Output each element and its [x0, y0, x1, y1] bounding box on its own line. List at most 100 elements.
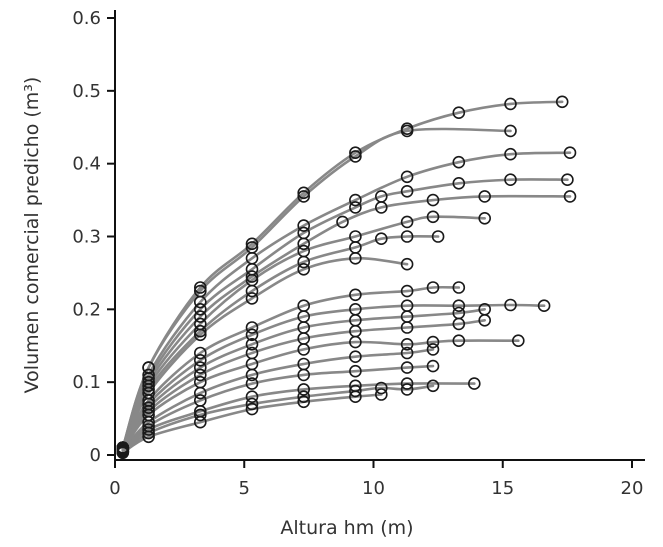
data-point: [452, 334, 466, 348]
series-line-9: [121, 285, 461, 451]
data-point: [400, 284, 414, 298]
data-point: [349, 288, 362, 302]
data-point: [349, 364, 362, 378]
data-point: [349, 193, 362, 207]
data-point: [400, 337, 414, 351]
data-point: [400, 185, 414, 198]
curves: [121, 100, 572, 455]
data-point: [297, 186, 311, 200]
axes: [114, 10, 645, 461]
data-point: [245, 337, 259, 351]
data-point: [194, 324, 207, 338]
data-point: [511, 334, 525, 348]
data-point: [245, 270, 259, 283]
data-point: [194, 415, 207, 429]
data-point: [452, 281, 466, 294]
data-point: [349, 251, 362, 265]
data-point: [400, 377, 414, 390]
data-point: [336, 215, 349, 229]
ticks: [107, 17, 633, 468]
markers: [116, 95, 577, 460]
data-point: [431, 230, 445, 243]
data-point: [194, 361, 207, 374]
series-line-2: [121, 127, 512, 449]
series-line-11: [121, 308, 486, 451]
data-point: [194, 408, 207, 422]
data-point: [349, 201, 362, 214]
series-line-3: [121, 151, 572, 449]
series-line-12: [121, 319, 486, 452]
x-tick-label: 15: [491, 478, 514, 499]
y-tick-label: 0.1: [72, 372, 101, 393]
x-axis-title: Altura hm (m): [280, 517, 413, 539]
x-tick-label: 20: [621, 478, 644, 499]
data-point: [245, 292, 259, 305]
data-point: [349, 150, 362, 163]
data-point: [142, 430, 155, 444]
data-point: [504, 298, 517, 312]
data-point: [400, 230, 414, 243]
data-point: [426, 379, 440, 393]
series-line-10: [121, 303, 546, 451]
y-axis-title: Volumen comercial predicho (m³): [21, 77, 43, 394]
series-line-1: [121, 100, 564, 449]
data-point: [194, 353, 207, 367]
data-point: [400, 257, 414, 271]
data-point: [452, 299, 466, 313]
data-point: [142, 423, 155, 436]
data-point: [478, 313, 492, 327]
data-point: [478, 190, 492, 203]
data-point: [452, 106, 466, 119]
data-point: [504, 147, 517, 161]
data-point: [297, 219, 311, 232]
data-point: [297, 395, 311, 409]
data-point: [478, 212, 492, 225]
y-tick-label: 0.4: [72, 154, 101, 175]
data-point: [426, 359, 440, 373]
data-point: [297, 368, 311, 382]
tick-labels: 0 5 10 15 20 0 0.1 0.2 0.3 0.4 0.5 0.6: [72, 8, 643, 499]
data-point: [142, 426, 155, 440]
data-point: [504, 97, 517, 111]
data-point: [426, 335, 440, 349]
data-point: [374, 201, 388, 214]
data-point: [297, 390, 311, 404]
data-point: [349, 335, 362, 349]
y-tick-label: 0.5: [72, 81, 101, 102]
x-tick-label: 0: [109, 478, 120, 499]
data-point: [297, 190, 311, 203]
x-tick-label: 5: [239, 478, 250, 499]
data-point: [426, 343, 440, 356]
series-line-13: [121, 339, 520, 452]
data-point: [504, 124, 517, 138]
data-point: [400, 215, 414, 229]
data-point: [400, 346, 414, 360]
data-point: [245, 402, 259, 416]
data-point: [245, 284, 259, 298]
data-point: [297, 343, 311, 356]
data-point: [245, 321, 259, 334]
data-point: [116, 446, 130, 460]
series-line-5: [121, 194, 572, 449]
y-tick-label: 0.3: [72, 227, 101, 248]
data-point: [297, 262, 311, 276]
data-point: [452, 177, 466, 190]
data-point: [297, 237, 311, 251]
data-point: [245, 328, 259, 342]
data-point: [142, 379, 155, 393]
data-point: [467, 377, 481, 390]
data-point: [349, 146, 362, 159]
data-point: [452, 155, 466, 169]
data-point: [297, 383, 311, 396]
data-point: [194, 295, 207, 309]
y-tick-label: 0.6: [72, 8, 101, 29]
data-point: [400, 361, 414, 374]
data-point: [349, 390, 362, 404]
x-tick-label: 10: [362, 478, 385, 499]
data-point: [452, 317, 466, 331]
data-point: [194, 328, 207, 342]
data-point: [426, 193, 440, 207]
data-point: [194, 281, 207, 294]
data-point: [194, 386, 207, 400]
